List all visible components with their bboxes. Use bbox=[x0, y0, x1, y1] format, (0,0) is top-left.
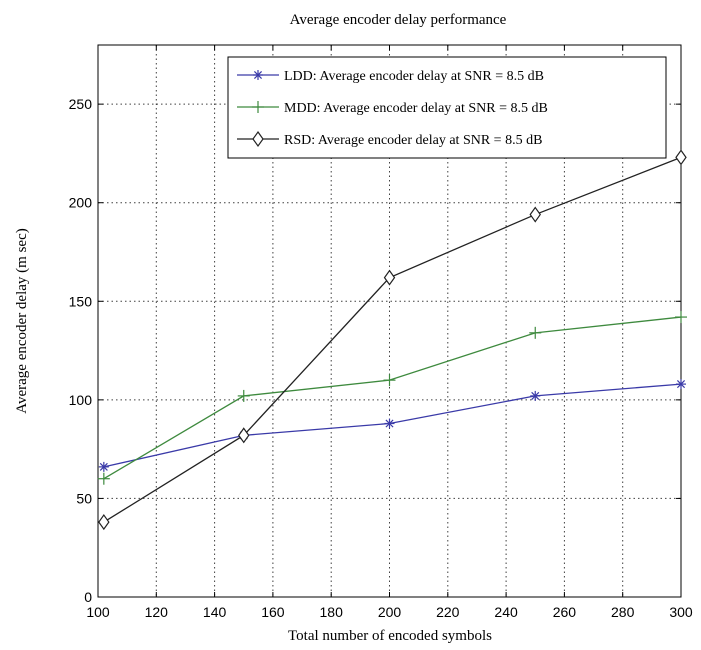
mdd-legend-label: MDD: Average encoder delay at SNR = 8.5 … bbox=[284, 101, 548, 116]
x-tick-label: 220 bbox=[436, 604, 460, 620]
ldd-legend-marker bbox=[253, 70, 263, 80]
ldd-data-point bbox=[384, 418, 395, 429]
y-tick-label: 50 bbox=[76, 490, 92, 506]
legend: LDD: Average encoder delay at SNR = 8.5 … bbox=[227, 56, 667, 159]
x-tick-label: 180 bbox=[320, 604, 344, 620]
mdd-data-point bbox=[237, 389, 250, 402]
axis-ticks: 100 120 140 160 180 200 220 240 260 280 300 0 50 100 1… bbox=[69, 45, 693, 620]
ldd-data-point bbox=[530, 390, 541, 401]
rsd-legend-label: RSD: Average encoder delay at SNR = 8.5 … bbox=[284, 133, 542, 148]
chart-title: Average encoder delay performance bbox=[290, 12, 507, 28]
x-tick-label: 280 bbox=[611, 604, 635, 620]
series-lines bbox=[97, 149, 687, 531]
mdd-series-line bbox=[103, 316, 682, 480]
y-tick-label: 100 bbox=[69, 392, 93, 408]
grid-lines bbox=[98, 45, 681, 597]
x-tick-label: 100 bbox=[86, 604, 110, 620]
legend-box bbox=[227, 56, 667, 159]
y-tick-label: 200 bbox=[69, 195, 93, 211]
x-tick-label: 240 bbox=[494, 604, 518, 620]
mdd-data-point bbox=[97, 472, 110, 485]
rsd-data-point bbox=[98, 514, 110, 531]
mdd-data-point bbox=[529, 326, 542, 339]
x-tick-label: 300 bbox=[669, 604, 693, 620]
mdd-data-point bbox=[383, 374, 396, 387]
x-tick-label: 200 bbox=[378, 604, 402, 620]
x-tick-label: 140 bbox=[203, 604, 227, 620]
rsd-data-point bbox=[529, 206, 541, 223]
x-tick-label: 160 bbox=[261, 604, 285, 620]
y-tick-label: 0 bbox=[84, 589, 92, 605]
x-tick-label: 260 bbox=[553, 604, 577, 620]
ldd-legend-label: LDD: Average encoder delay at SNR = 8.5 … bbox=[284, 69, 544, 84]
ldd-data-point bbox=[676, 379, 686, 390]
rsd-data-point bbox=[383, 269, 396, 286]
mdd-data-point bbox=[675, 311, 687, 324]
rsd-data-point bbox=[238, 427, 250, 444]
x-tick-label: 120 bbox=[145, 604, 169, 620]
y-tick-label: 250 bbox=[69, 96, 93, 112]
ldd-series-line bbox=[103, 383, 682, 468]
y-axis-label: Average encoder delay (m sec) bbox=[14, 228, 30, 413]
y-tick-label: 150 bbox=[69, 293, 93, 309]
rsd-series-line bbox=[103, 156, 682, 523]
ldd-data-point bbox=[98, 461, 109, 472]
x-axis-label: Total number of encoded symbols bbox=[288, 628, 492, 644]
rsd-legend-marker bbox=[252, 130, 264, 148]
mdd-legend-marker bbox=[252, 101, 264, 113]
rsd-data-point bbox=[675, 149, 687, 166]
